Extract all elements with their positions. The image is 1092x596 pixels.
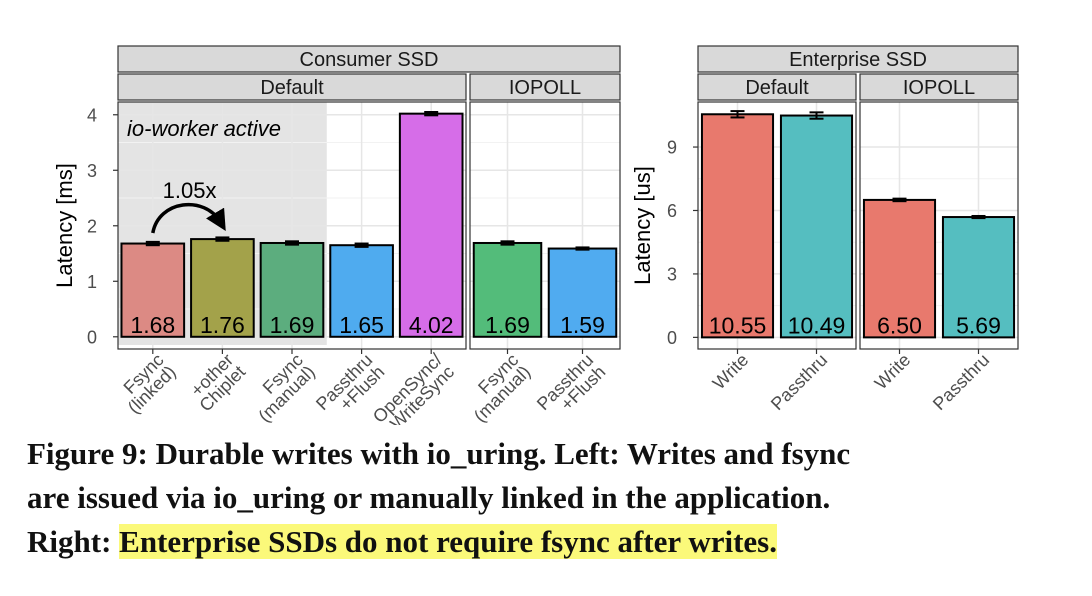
- facet-strip: [697, 45, 1019, 73]
- caption-line: Right: Enterprise SSDs do not require fs…: [27, 520, 1077, 564]
- annotation-arrow: [151, 202, 226, 234]
- value-label: 1.65: [339, 312, 384, 338]
- x-tick-label: Fsync(manual): [242, 350, 318, 425]
- bar: [329, 244, 394, 338]
- value-label: 10.55: [709, 312, 767, 338]
- caption-line: Figure 9: Durable writes with io_uring. …: [27, 436, 851, 471]
- y-tick-label: 9: [667, 138, 677, 158]
- error-bar: [971, 214, 986, 220]
- error-bar: [500, 240, 515, 246]
- value-label: 1.69: [485, 312, 530, 338]
- bar: [941, 216, 1016, 339]
- facet-strip: [469, 73, 621, 101]
- facet-strip: [117, 73, 467, 101]
- panel-title: Default: [260, 77, 324, 99]
- facet-strip: [859, 73, 1019, 101]
- x-tick-label: Passthru: [929, 350, 993, 414]
- x-tick-label: Write: [871, 350, 915, 394]
- bar: [779, 114, 854, 339]
- value-label: 1.69: [270, 312, 315, 338]
- y-tick-label: 0: [87, 327, 97, 347]
- bar: [398, 112, 464, 338]
- x-tick-label: Passthru+Flush: [533, 350, 609, 425]
- bar: [120, 242, 186, 338]
- error-bar: [215, 236, 230, 242]
- panel-title: Default: [745, 77, 809, 99]
- panel-border: [469, 101, 621, 350]
- error-bar: [892, 197, 907, 203]
- facet-strip: [117, 45, 621, 73]
- x-tick-label: Write: [709, 350, 753, 394]
- annotation: 1.05x: [163, 178, 217, 203]
- y-tick-label: 4: [87, 105, 97, 125]
- panel-border: [859, 101, 1019, 350]
- bar: [547, 247, 618, 338]
- y-axis-label: Latency [us]: [630, 166, 655, 285]
- chart: Consumer SSD Latency [ms] 0 1 2 3 4 Default 1.68…: [52, 45, 1019, 425]
- error-bar: [354, 242, 369, 248]
- error-bar: [809, 111, 824, 120]
- caption-text: Right:: [27, 524, 120, 559]
- value-label: 1.68: [130, 312, 175, 338]
- y-tick-label: 2: [87, 216, 97, 236]
- x-tick-label: Fsync(manual): [458, 350, 534, 425]
- error-bar: [145, 240, 160, 247]
- error-bar: [285, 240, 299, 246]
- value-label: 1.76: [200, 312, 245, 338]
- panel-border: [117, 101, 467, 350]
- value-label: 10.49: [788, 312, 846, 338]
- value-label: 5.69: [956, 312, 1001, 338]
- x-tick-label: OpenSync/WriteSync: [369, 350, 458, 425]
- panel-title: IOPOLL: [509, 77, 581, 99]
- y-tick-label: 3: [667, 264, 677, 284]
- y-tick-label: 3: [87, 161, 97, 181]
- value-label: 6.50: [877, 312, 922, 338]
- annotation: io-worker active: [127, 116, 281, 141]
- caption-highlight: Enterprise SSDs do not require fsync aft…: [119, 524, 777, 559]
- y-tick-label: 0: [667, 328, 677, 348]
- bar: [259, 241, 325, 338]
- value-label: 1.59: [560, 312, 605, 338]
- facet-title: Enterprise SSD: [789, 49, 927, 71]
- error-bar: [575, 246, 590, 251]
- panel-title: IOPOLL: [903, 77, 975, 99]
- x-tick-label: Passthru: [767, 350, 831, 414]
- y-tick-label: 1: [87, 272, 97, 292]
- panel-border: [697, 101, 857, 350]
- error-bar: [424, 110, 439, 117]
- x-tick-label: +otherChiplet: [183, 350, 249, 416]
- bar: [700, 113, 775, 339]
- value-label: 4.02: [409, 312, 454, 338]
- error-bar: [730, 110, 745, 119]
- caption: Figure 9: Durable writes with io_uring. …: [27, 432, 1077, 564]
- y-tick-label: 6: [667, 201, 677, 221]
- bar: [862, 198, 937, 339]
- facet-strip: [697, 73, 857, 101]
- caption-line: are issued via io_uring or manually link…: [27, 480, 831, 515]
- y-axis-label: Latency [ms]: [52, 163, 77, 288]
- facet-title: Consumer SSD: [300, 49, 439, 71]
- x-tick-label: Fsync(linked): [112, 350, 180, 418]
